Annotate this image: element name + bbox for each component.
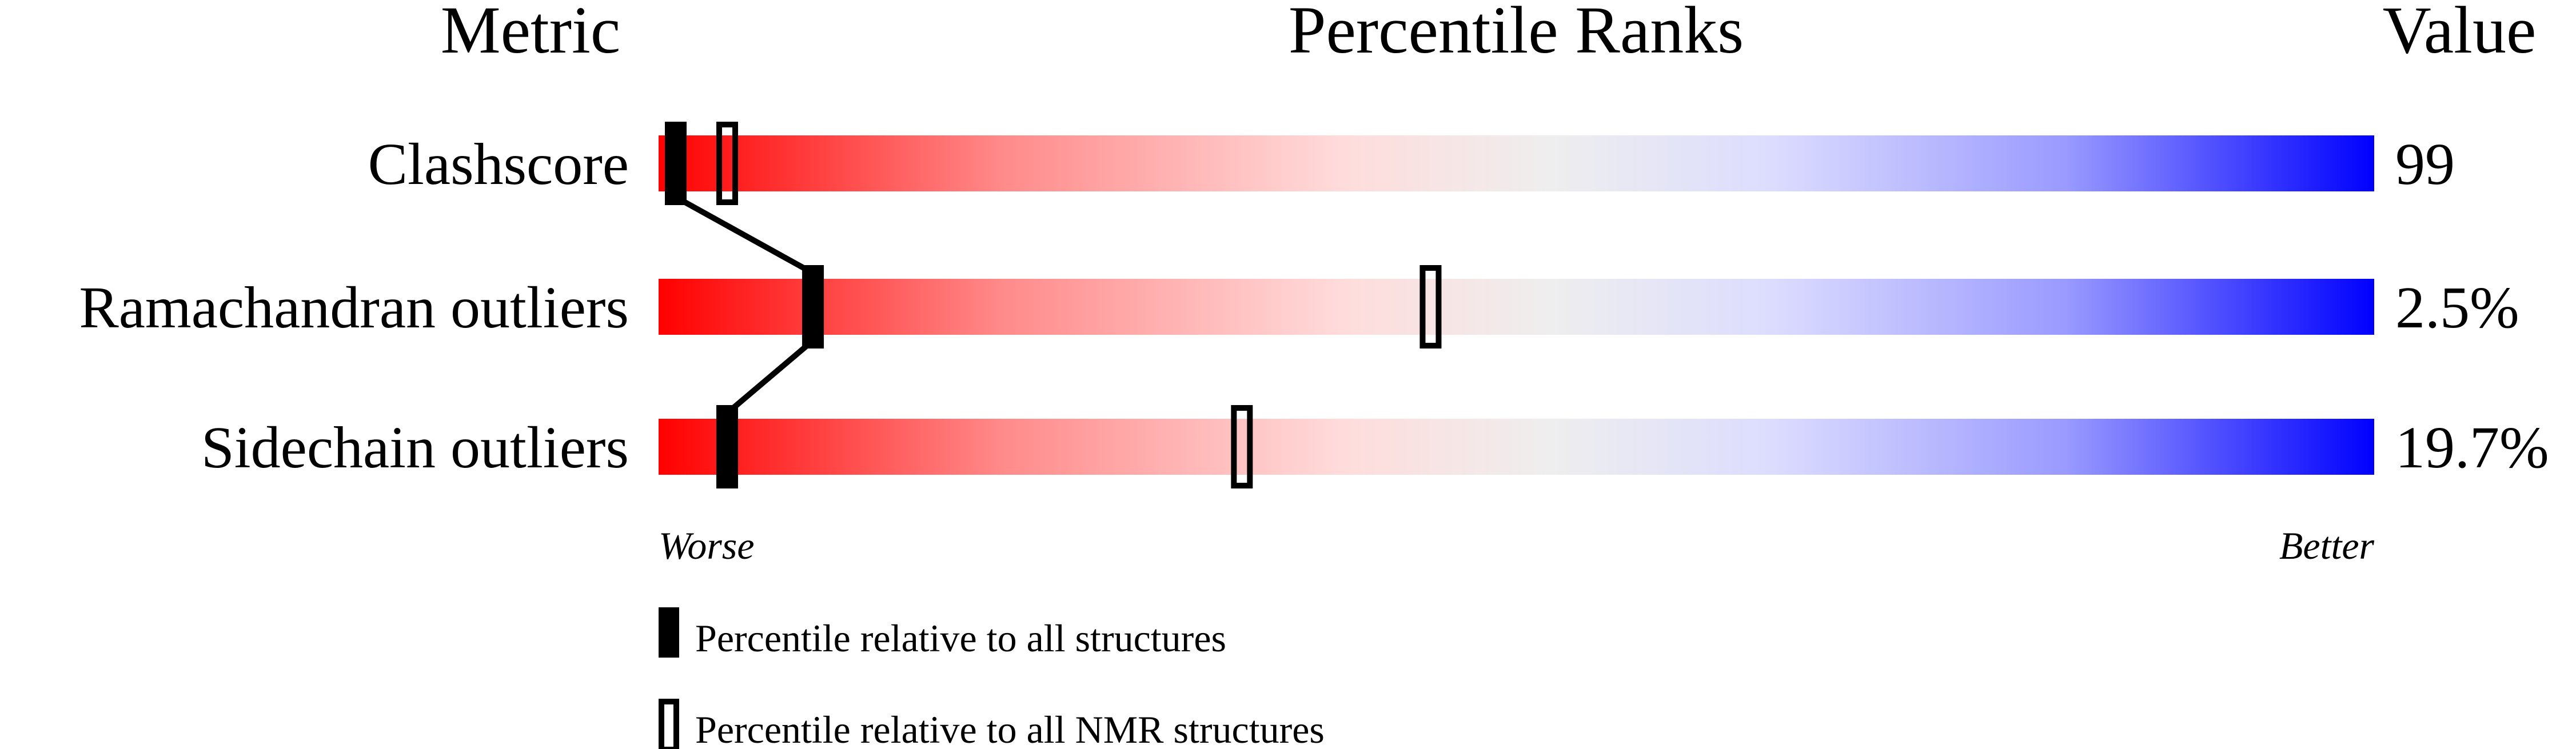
connector-line (725, 338, 815, 415)
worse-label: Worse (659, 524, 755, 567)
metric-label: Clashscore (368, 131, 629, 197)
metric-label: Sidechain outliers (201, 415, 629, 480)
legend-nmr-structures: Percentile relative to all NMR structure… (695, 708, 1325, 749)
better-label: Better (2279, 524, 2375, 567)
connector-line (674, 194, 815, 276)
all-percentile-marker (665, 122, 687, 205)
header-value: Value (2383, 0, 2537, 67)
nmr-percentile-marker (1419, 265, 1442, 349)
nmr-percentile-marker (1231, 405, 1253, 488)
all-percentile-marker (716, 405, 739, 488)
metric-value: 2.5% (2395, 275, 2519, 341)
legend-all-structures: Percentile relative to all structures (695, 616, 1226, 660)
header-percentile-ranks: Percentile Ranks (1289, 0, 1744, 67)
legend-open-marker (659, 699, 679, 749)
metric-value: 99 (2395, 131, 2455, 197)
legend-filled-marker (659, 607, 679, 658)
header-metric: Metric (441, 0, 621, 67)
metric-label: Ramachandran outliers (79, 275, 629, 341)
all-percentile-marker (802, 265, 824, 349)
metric-value: 19.7% (2395, 415, 2549, 480)
gradient-bar (659, 419, 2374, 475)
gradient-bar (659, 279, 2374, 335)
nmr-percentile-marker (716, 122, 739, 205)
gradient-bar (659, 135, 2374, 191)
